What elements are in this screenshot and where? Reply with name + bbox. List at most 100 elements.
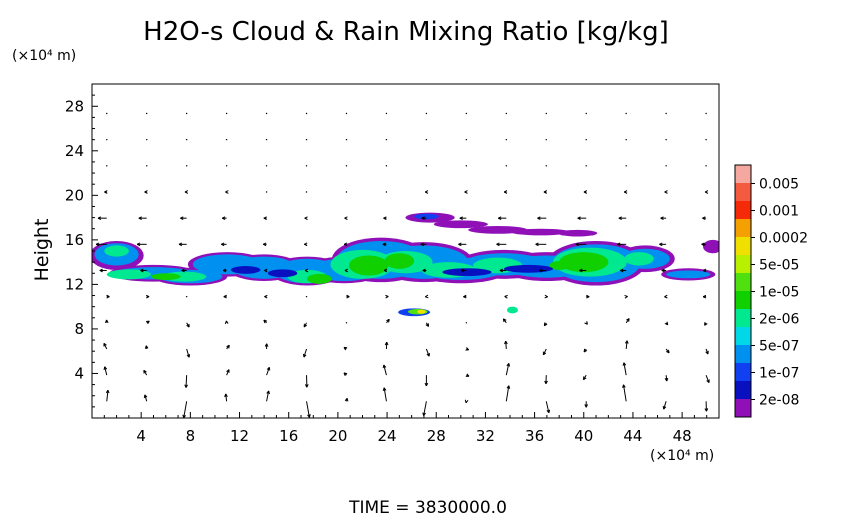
colorbar-swatch [735, 345, 751, 364]
x-tick-label: 4 [136, 427, 146, 445]
wind-dot [386, 113, 387, 114]
wind-dot [546, 113, 547, 114]
cloud-green-0 [151, 273, 181, 280]
wind-dot [226, 139, 227, 140]
y-tick-label: 4 [74, 364, 84, 382]
wind-dot [586, 113, 587, 114]
colorbar-swatch [735, 363, 751, 382]
wind-arrowhead [668, 350, 669, 353]
wind-arrowhead [503, 319, 504, 322]
x-tick-label: 24 [378, 427, 397, 445]
wind-dot [146, 139, 147, 140]
wind-dot [466, 165, 467, 166]
colorbar-label: 0.0002 [759, 231, 808, 247]
wind-dot [466, 113, 467, 114]
x-tick-label: 36 [525, 427, 544, 445]
colorbar-swatch [735, 291, 751, 310]
colorbar-swatch [735, 399, 751, 418]
wind-dot [306, 139, 307, 140]
colorbar-label: 1e-07 [759, 366, 799, 382]
y-axis-label: Height [31, 219, 53, 282]
wind-dot [705, 113, 706, 114]
wind-dot [625, 139, 626, 140]
cloud-green-3 [385, 253, 415, 269]
wind-dot [346, 322, 347, 323]
colorbar-swatch [735, 237, 751, 256]
time-label: TIME = 3830000.0 [348, 498, 507, 518]
wind-dot [186, 139, 187, 140]
wind-dot [665, 165, 666, 166]
wind-dot [705, 165, 706, 166]
cloud-navy-3 [504, 265, 553, 273]
colorbar-swatch [735, 183, 751, 202]
x-tick-label: 44 [623, 427, 642, 445]
x-tick-label: 12 [230, 427, 249, 445]
cloud-navy-1 [268, 269, 298, 277]
cell-b [507, 307, 518, 314]
wind-dot [306, 191, 307, 192]
y-tick-label: 20 [65, 186, 84, 204]
cloud-blue-14 [666, 270, 710, 278]
wind-dot [146, 113, 147, 114]
wind-dot [266, 139, 267, 140]
wind-arrowhead [549, 410, 550, 413]
x-tick-label: 28 [427, 427, 446, 445]
wind-dot [586, 139, 587, 140]
chart-title: H2O-s Cloud & Rain Mixing Ratio [kg/kg] [143, 17, 669, 47]
colorbar-label: 1e-05 [759, 285, 799, 301]
wind-arrowhead [587, 321, 588, 324]
colorbar-swatch [735, 327, 751, 346]
x-tick-label: 20 [328, 427, 347, 445]
wind-dot [186, 296, 187, 297]
wind-arrowhead [383, 365, 384, 368]
wind-dot [346, 165, 347, 166]
colorbar-label: 2e-06 [759, 312, 799, 328]
y-tick-label: 24 [65, 142, 84, 160]
y-tick-label: 16 [65, 231, 84, 249]
wind-dot [266, 191, 267, 192]
cloud-green-1 [307, 274, 332, 284]
wind-dot [226, 113, 227, 114]
y-unit-label: (×10⁴ m) [12, 48, 76, 64]
wind-dot [346, 191, 347, 192]
cloud-teal-9 [104, 245, 129, 256]
wind-dot [386, 191, 387, 192]
wind-dot [426, 113, 427, 114]
colorbar-swatch [735, 165, 751, 184]
wind-dot [665, 139, 666, 140]
x-tick-label: 40 [574, 427, 593, 445]
wind-dot [266, 165, 267, 166]
wind-dot [266, 113, 267, 114]
colorbar-label: 0.001 [759, 204, 799, 220]
wind-arrowhead [144, 395, 145, 398]
y-tick-label: 8 [74, 320, 84, 338]
colorbar: 0.0050.0010.00025e-051e-052e-065e-071e-0… [735, 165, 808, 418]
wind-dot [665, 113, 666, 114]
wind-dot [546, 139, 547, 140]
wind-dot [106, 165, 107, 166]
wind-dot [506, 139, 507, 140]
y-tick-label: 28 [65, 97, 84, 115]
wind-dot [186, 113, 187, 114]
colorbar-label: 5e-05 [759, 258, 799, 274]
colorbar-swatch [735, 255, 751, 274]
colorbar-swatch [735, 219, 751, 238]
wind-dot [106, 139, 107, 140]
wind-arrowhead [189, 354, 190, 357]
cloud-navy-0 [231, 266, 261, 274]
colorbar-swatch [735, 309, 751, 328]
colorbar-swatch [735, 381, 751, 400]
cloud-green-4 [559, 252, 608, 272]
colorbar-label: 0.005 [759, 177, 799, 193]
x-tick-label: 16 [279, 427, 298, 445]
x-tick-label: 32 [476, 427, 495, 445]
cloud-streak-4 [558, 230, 597, 237]
x-tick-label: 48 [673, 427, 692, 445]
wind-dot [625, 165, 626, 166]
wind-dot [386, 139, 387, 140]
wind-dot [106, 113, 107, 114]
wind-dot [226, 165, 227, 166]
wind-dot [466, 139, 467, 140]
